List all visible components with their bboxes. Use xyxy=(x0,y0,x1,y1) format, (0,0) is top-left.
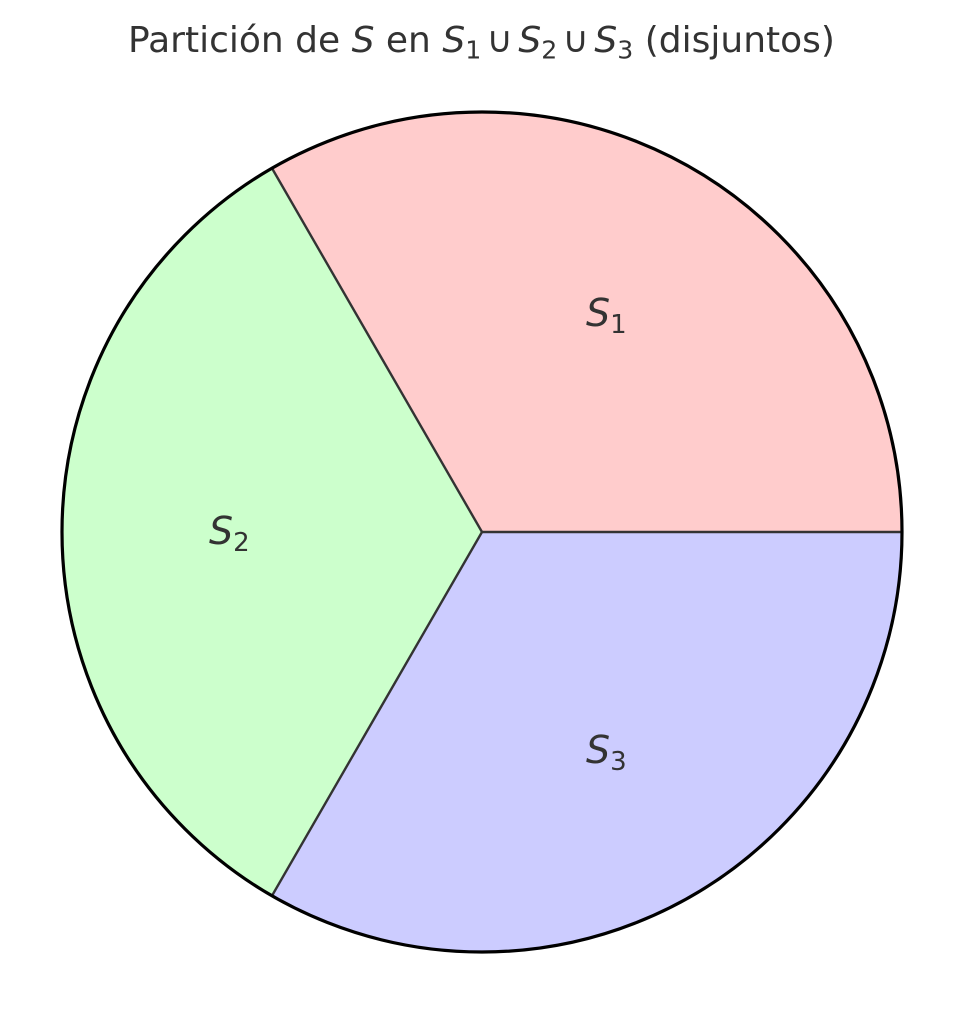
region-s1-sector xyxy=(272,112,902,533)
title-s2: S2 xyxy=(518,20,558,65)
set-s-boundary-circle xyxy=(60,110,904,954)
region-s1-label: S1 xyxy=(586,291,627,340)
region-s2-sector xyxy=(62,168,482,896)
title-s3: S3 xyxy=(594,20,634,65)
title-en: en xyxy=(374,20,443,61)
divider-line-s1-s2 xyxy=(270,167,484,533)
title-union-2: ∪ xyxy=(562,20,589,61)
title-suffix: (disjuntos) xyxy=(633,20,835,61)
title-s1: S1 xyxy=(442,20,482,65)
divider-line-s2-s3 xyxy=(270,531,484,897)
region-s2-label: S2 xyxy=(209,509,250,558)
title-union-1: ∪ xyxy=(486,20,513,61)
title-set-symbol: S xyxy=(351,20,375,61)
region-s3-label: S3 xyxy=(586,728,627,777)
title-prefix: Partición de xyxy=(128,20,352,61)
figure-title: Partición de S en S1 ∪ S2 ∪ S3 (disjuntos) xyxy=(0,18,963,73)
region-s3-sector xyxy=(272,532,903,952)
